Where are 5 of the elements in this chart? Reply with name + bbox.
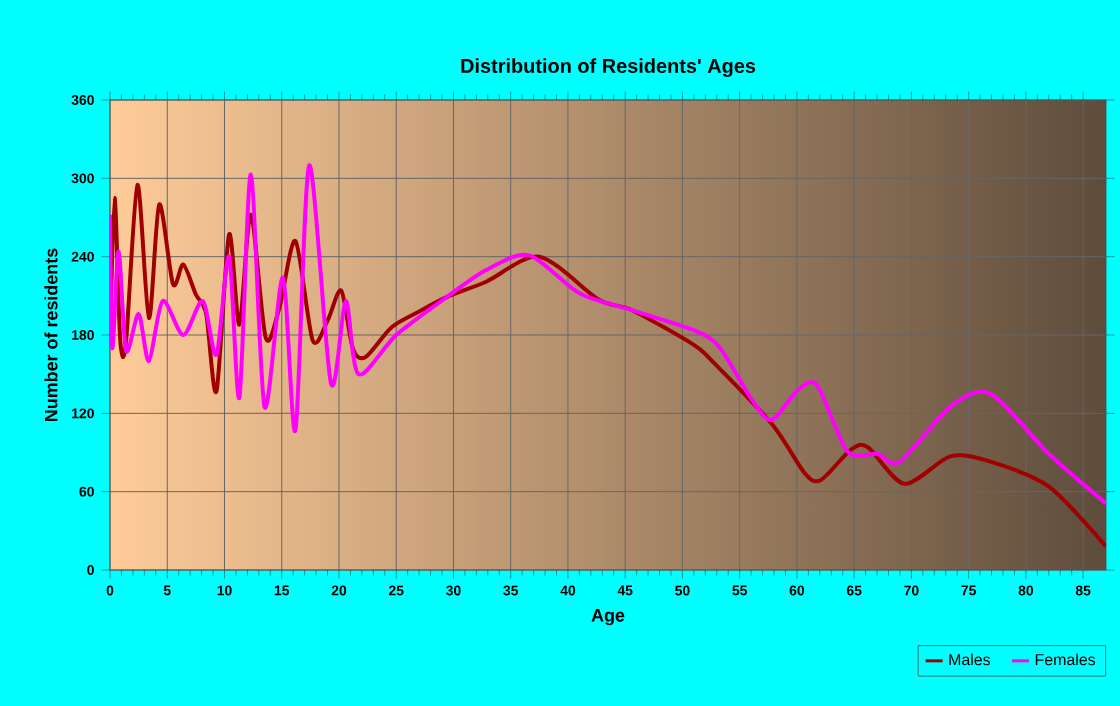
- y-axis-title: Number of residents: [44, 248, 58, 421]
- line-series: [110, 163, 1107, 506]
- chart-title: Distribution of Residents' Ages: [461, 58, 756, 78]
- x-axis-title: Age: [591, 609, 625, 626]
- line-series: [110, 182, 1107, 549]
